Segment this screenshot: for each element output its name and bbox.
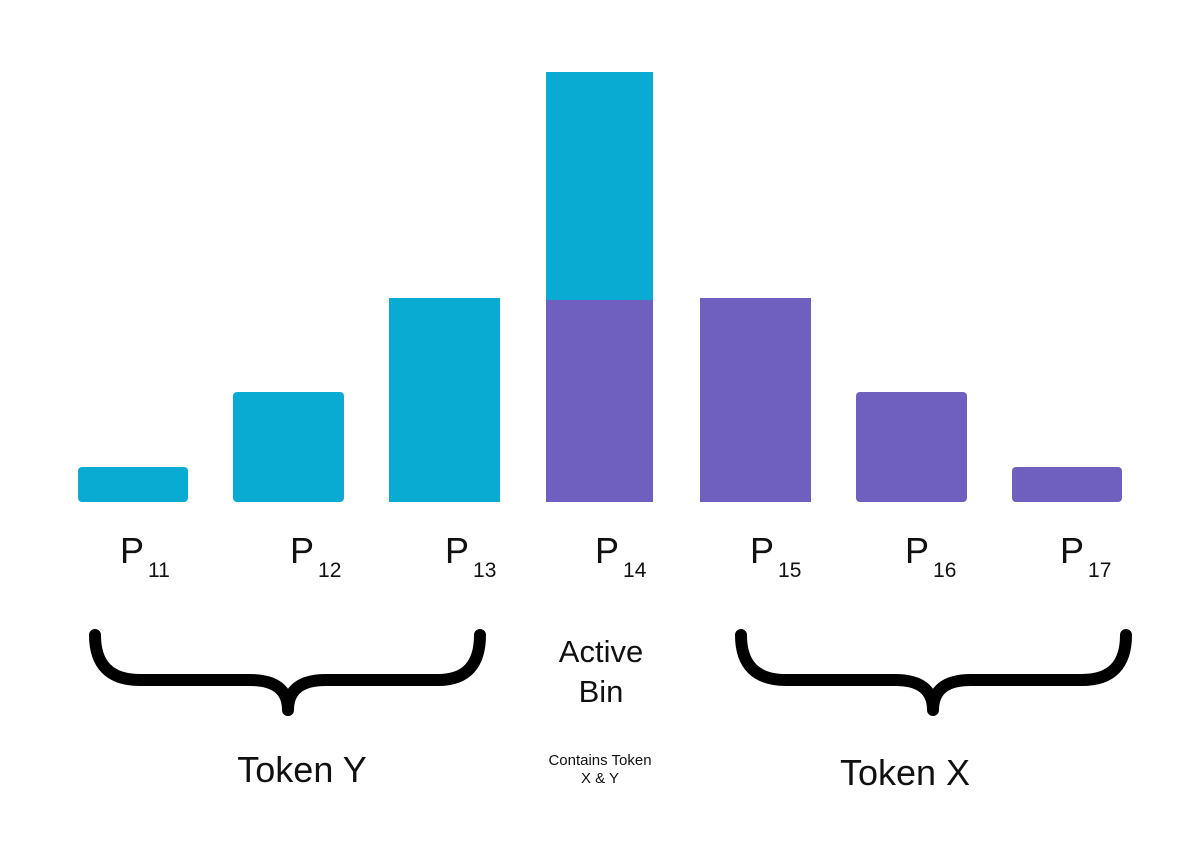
bar <box>546 72 653 301</box>
brace <box>89 629 486 716</box>
bin-subscript: 15 <box>778 559 801 582</box>
active-bin-title: Active <box>559 634 643 669</box>
bin-letter: P <box>445 530 469 571</box>
bin-letter: P <box>905 530 929 571</box>
bar <box>700 298 811 502</box>
brace <box>735 629 1132 716</box>
active-bin-note: X & Y <box>581 770 619 787</box>
bin-subscript: 17 <box>1088 559 1111 582</box>
bar <box>233 392 344 502</box>
bin-letter: P <box>750 530 774 571</box>
bin-labels: P 11 P 12 P 13 P 14 P 15 P 16 P 17 <box>120 530 1111 582</box>
bin-letter: P <box>1060 530 1084 571</box>
bin-letter: P <box>120 530 144 571</box>
bin-subscript: 12 <box>318 559 341 582</box>
bin-subscript: 11 <box>148 559 170 582</box>
bar <box>389 298 500 502</box>
bin-label: P 16 <box>905 530 956 582</box>
active-bin-note: Contains Token <box>548 752 651 769</box>
bin-letter: P <box>595 530 619 571</box>
bin-label: P 15 <box>750 530 801 582</box>
bin-label: P 12 <box>290 530 341 582</box>
bin-subscript: 13 <box>473 559 496 582</box>
bar <box>546 300 653 502</box>
bin-letter: P <box>290 530 314 571</box>
bin-subscript: 14 <box>623 559 647 582</box>
bin-label: P 14 <box>595 530 647 582</box>
bin-subscript: 16 <box>933 559 956 582</box>
bars <box>78 72 1122 502</box>
bar <box>856 392 967 502</box>
group-label: Token X <box>840 752 970 793</box>
bar <box>1012 467 1122 502</box>
active-bin-title: Bin <box>579 674 624 709</box>
bin-label: P 13 <box>445 530 496 582</box>
bin-label: P 17 <box>1060 530 1111 582</box>
group-label: Token Y <box>237 749 366 790</box>
bar <box>78 467 188 502</box>
bin-label: P 11 <box>120 530 170 582</box>
